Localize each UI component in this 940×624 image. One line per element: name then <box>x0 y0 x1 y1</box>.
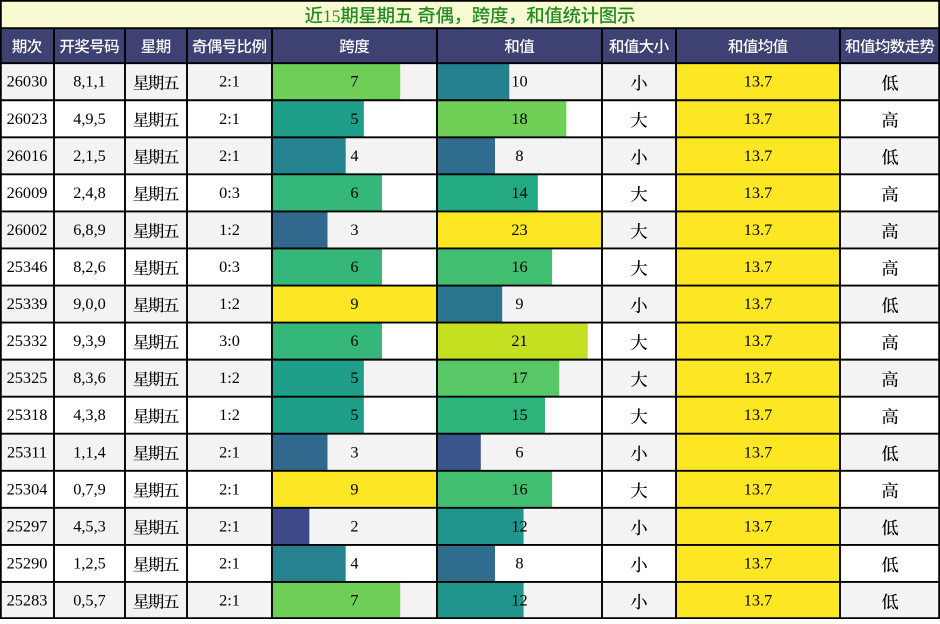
svg-text:25283: 25283 <box>7 590 48 609</box>
svg-text:4: 4 <box>350 146 358 165</box>
svg-text:3: 3 <box>350 220 358 239</box>
svg-text:8,2,6: 8,2,6 <box>73 257 106 276</box>
svg-text:9,3,9: 9,3,9 <box>73 331 106 350</box>
svg-text:3:0: 3:0 <box>219 331 240 350</box>
svg-text:10: 10 <box>511 72 527 91</box>
svg-text:2:1: 2:1 <box>219 516 240 535</box>
svg-text:13.7: 13.7 <box>744 590 773 609</box>
svg-text:13.7: 13.7 <box>744 183 773 202</box>
svg-text:0:3: 0:3 <box>219 257 240 276</box>
svg-text:4,5,3: 4,5,3 <box>73 516 106 535</box>
svg-text:13.7: 13.7 <box>744 294 773 313</box>
svg-text:4,9,5: 4,9,5 <box>73 109 106 128</box>
svg-text:12: 12 <box>511 516 527 535</box>
svg-text:12: 12 <box>511 590 527 609</box>
svg-text:9,0,0: 9,0,0 <box>73 294 106 313</box>
svg-text:2,1,5: 2,1,5 <box>73 146 106 165</box>
svg-text:13.7: 13.7 <box>744 405 773 424</box>
svg-text:2:1: 2:1 <box>219 590 240 609</box>
svg-text:7: 7 <box>350 590 358 609</box>
svg-text:13.7: 13.7 <box>744 479 773 498</box>
svg-text:26002: 26002 <box>7 220 48 239</box>
svg-text:5: 5 <box>350 109 358 128</box>
svg-text:14: 14 <box>511 183 527 202</box>
svg-text:1,2,5: 1,2,5 <box>73 553 106 572</box>
svg-text:6: 6 <box>515 442 523 461</box>
svg-text:25311: 25311 <box>7 442 47 461</box>
svg-text:1:2: 1:2 <box>219 220 240 239</box>
svg-text:16: 16 <box>511 257 527 276</box>
svg-text:5: 5 <box>350 368 358 387</box>
svg-text:13.7: 13.7 <box>744 442 773 461</box>
svg-text:3: 3 <box>350 442 358 461</box>
svg-text:9: 9 <box>350 294 358 313</box>
svg-text:13.7: 13.7 <box>744 368 773 387</box>
svg-text:25290: 25290 <box>7 553 48 572</box>
svg-text:8: 8 <box>515 146 523 165</box>
svg-text:4,3,8: 4,3,8 <box>73 405 106 424</box>
svg-text:8: 8 <box>515 553 523 572</box>
svg-text:26016: 26016 <box>7 146 48 165</box>
svg-text:13.7: 13.7 <box>744 516 773 535</box>
svg-text:2:1: 2:1 <box>219 442 240 461</box>
svg-text:1,1,4: 1,1,4 <box>73 442 106 461</box>
svg-text:6,8,9: 6,8,9 <box>73 220 106 239</box>
svg-text:1:2: 1:2 <box>219 294 240 313</box>
svg-text:25304: 25304 <box>7 479 48 498</box>
svg-text:17: 17 <box>511 368 527 387</box>
svg-text:23: 23 <box>511 220 527 239</box>
svg-text:13.7: 13.7 <box>744 220 773 239</box>
svg-text:2:1: 2:1 <box>219 146 240 165</box>
svg-text:8,1,1: 8,1,1 <box>73 72 106 91</box>
svg-text:13.7: 13.7 <box>744 331 773 350</box>
svg-text:2:1: 2:1 <box>219 109 240 128</box>
svg-text:6: 6 <box>350 257 358 276</box>
svg-text:1:2: 1:2 <box>219 368 240 387</box>
svg-text:0:3: 0:3 <box>219 183 240 202</box>
svg-text:0,5,7: 0,5,7 <box>73 590 106 609</box>
svg-text:21: 21 <box>511 331 527 350</box>
svg-text:16: 16 <box>511 479 527 498</box>
svg-text:9: 9 <box>515 294 523 313</box>
svg-text:2,4,8: 2,4,8 <box>73 183 106 202</box>
svg-text:8,3,6: 8,3,6 <box>73 368 106 387</box>
svg-text:25297: 25297 <box>7 516 48 535</box>
svg-text:2:1: 2:1 <box>219 553 240 572</box>
svg-text:0,7,9: 0,7,9 <box>73 479 106 498</box>
svg-text:26030: 26030 <box>7 72 48 91</box>
svg-text:25346: 25346 <box>7 257 48 276</box>
svg-text:7: 7 <box>350 72 358 91</box>
svg-text:25332: 25332 <box>7 331 48 350</box>
svg-text:18: 18 <box>511 109 527 128</box>
svg-text:6: 6 <box>350 331 358 350</box>
svg-text:25325: 25325 <box>7 368 48 387</box>
svg-text:5: 5 <box>350 405 358 424</box>
svg-text:15: 15 <box>511 405 527 424</box>
svg-text:4: 4 <box>350 553 358 572</box>
svg-text:13.7: 13.7 <box>744 72 773 91</box>
svg-text:2: 2 <box>350 516 358 535</box>
svg-text:25318: 25318 <box>7 405 48 424</box>
svg-text:2:1: 2:1 <box>219 72 240 91</box>
svg-text:26009: 26009 <box>7 183 48 202</box>
svg-text:13.7: 13.7 <box>744 257 773 276</box>
svg-text:13.7: 13.7 <box>744 553 773 572</box>
svg-text:9: 9 <box>350 479 358 498</box>
svg-text:25339: 25339 <box>7 294 48 313</box>
svg-text:2:1: 2:1 <box>219 479 240 498</box>
svg-text:6: 6 <box>350 183 358 202</box>
svg-text:26023: 26023 <box>7 109 48 128</box>
svg-text:13.7: 13.7 <box>744 109 773 128</box>
svg-text:1:2: 1:2 <box>219 405 240 424</box>
svg-text:13.7: 13.7 <box>744 146 773 165</box>
